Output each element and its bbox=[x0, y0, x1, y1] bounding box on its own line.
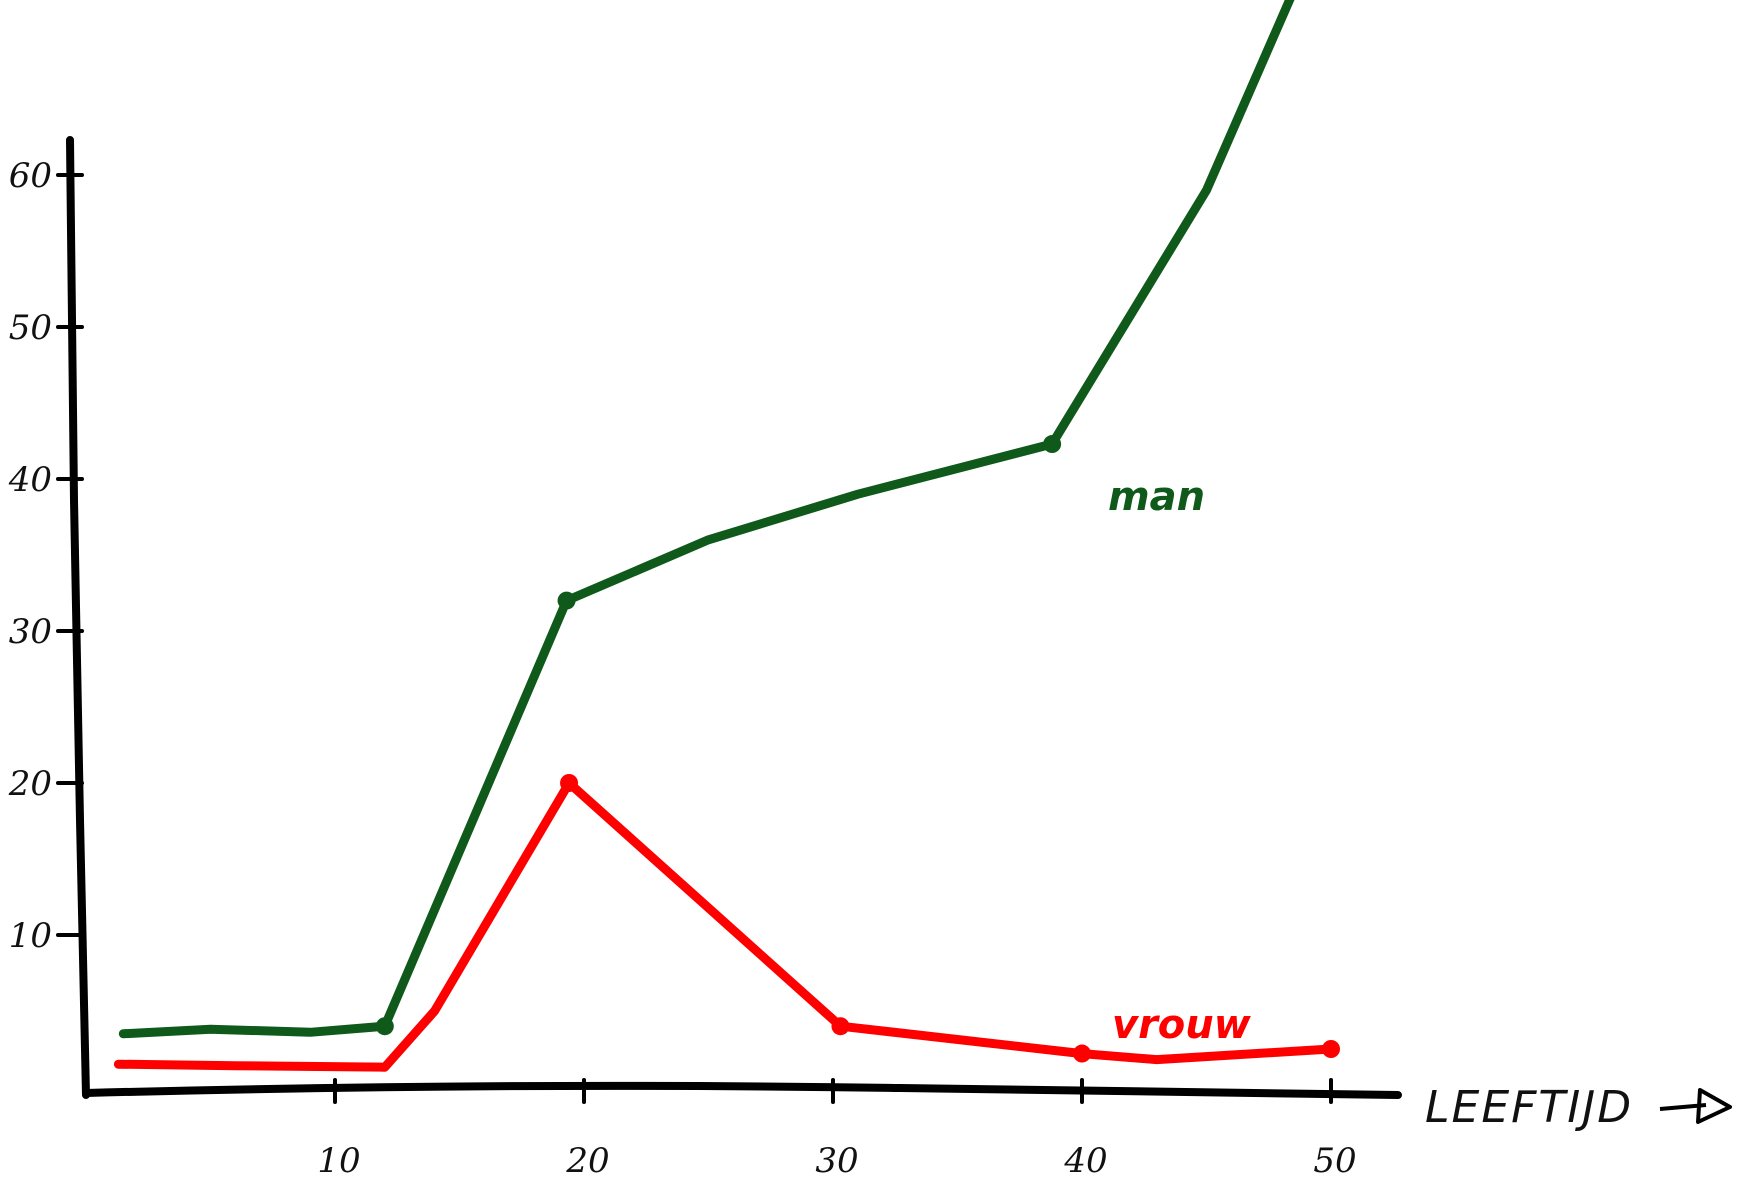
y-tick-label: 40 bbox=[8, 460, 52, 500]
y-tick-label: 20 bbox=[8, 764, 52, 804]
x-tick-label: 30 bbox=[815, 1141, 858, 1181]
x-axis-arrow-icon bbox=[1659, 1088, 1732, 1124]
series-point-vrouw bbox=[1322, 1040, 1340, 1058]
x-axis-label: LEEFTIJD bbox=[1425, 1082, 1633, 1133]
y-tick-label: 30 bbox=[9, 612, 52, 652]
x-tick-label: 10 bbox=[317, 1141, 360, 1181]
x-tick-label: 20 bbox=[565, 1141, 609, 1181]
series-point-man bbox=[375, 1017, 394, 1036]
y-axis-line bbox=[66, 136, 90, 1099]
series-point-vrouw bbox=[1073, 1044, 1091, 1063]
series-point-vrouw bbox=[560, 774, 579, 792]
series-point-man bbox=[557, 591, 576, 610]
x-tick-label: 40 bbox=[1063, 1141, 1107, 1181]
series-point-man bbox=[1043, 435, 1062, 454]
labels: LEEFTIJD bbox=[1425, 1082, 1732, 1133]
series: man vrouw bbox=[113, 0, 1340, 1072]
series-label-vrouw: vrouw bbox=[1112, 1002, 1252, 1048]
series-label-man: man bbox=[1108, 474, 1205, 520]
x-axis-line bbox=[82, 1081, 1402, 1099]
x-tick-label: 50 bbox=[1313, 1141, 1356, 1181]
series-point-vrouw bbox=[831, 1017, 850, 1036]
series-line-man bbox=[118, 0, 1295, 1039]
y-tick-label: 10 bbox=[9, 916, 52, 956]
axes bbox=[66, 136, 1402, 1099]
ticks: 10 20 30 40 50 60 10 20 30 40 50 bbox=[8, 156, 1357, 1181]
y-tick-label: 50 bbox=[9, 308, 52, 348]
y-tick-label: 60 bbox=[9, 156, 52, 196]
